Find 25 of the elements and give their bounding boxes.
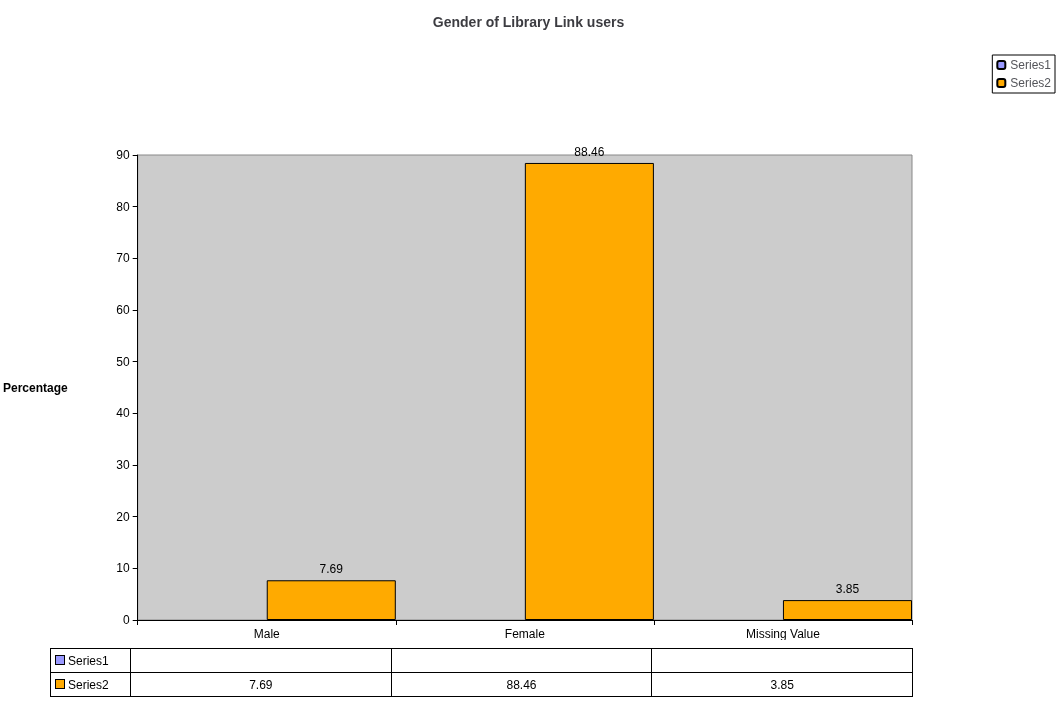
x-tick-label: Male <box>253 627 281 641</box>
x-tick-label: Female <box>504 627 546 641</box>
text: 3.85 <box>651 672 913 697</box>
text: Series2 <box>68 677 109 692</box>
text: Series1 <box>68 653 109 668</box>
y-tick-label: 40 <box>116 406 131 421</box>
y-tick-label: 60 <box>116 303 131 317</box>
y-tick-label: 30 <box>116 458 131 472</box>
y-tick-label: 90 <box>116 148 131 162</box>
y-axis-title: Percentage <box>3 380 69 395</box>
y-tick-label: 20 <box>116 509 131 524</box>
y-tick-label: 50 <box>116 354 131 369</box>
x-tick-label: Missing Value <box>746 627 821 641</box>
y-tick-label: 70 <box>116 251 131 266</box>
chart-title: Gender of Library Link users <box>432 14 625 30</box>
y-tick-label: 0 <box>123 613 131 627</box>
text: 88.46 <box>391 672 652 697</box>
text: 7.69 <box>130 672 392 697</box>
y-tick-label: 10 <box>116 561 131 576</box>
data-label: 88.46 <box>574 144 605 159</box>
data-label: 3.85 <box>835 582 860 597</box>
y-tick-label: 80 <box>116 199 131 214</box>
legend-label: Series1 <box>1010 58 1052 72</box>
data-label: 7.69 <box>319 562 344 577</box>
legend-label: Series2 <box>1010 76 1052 90</box>
